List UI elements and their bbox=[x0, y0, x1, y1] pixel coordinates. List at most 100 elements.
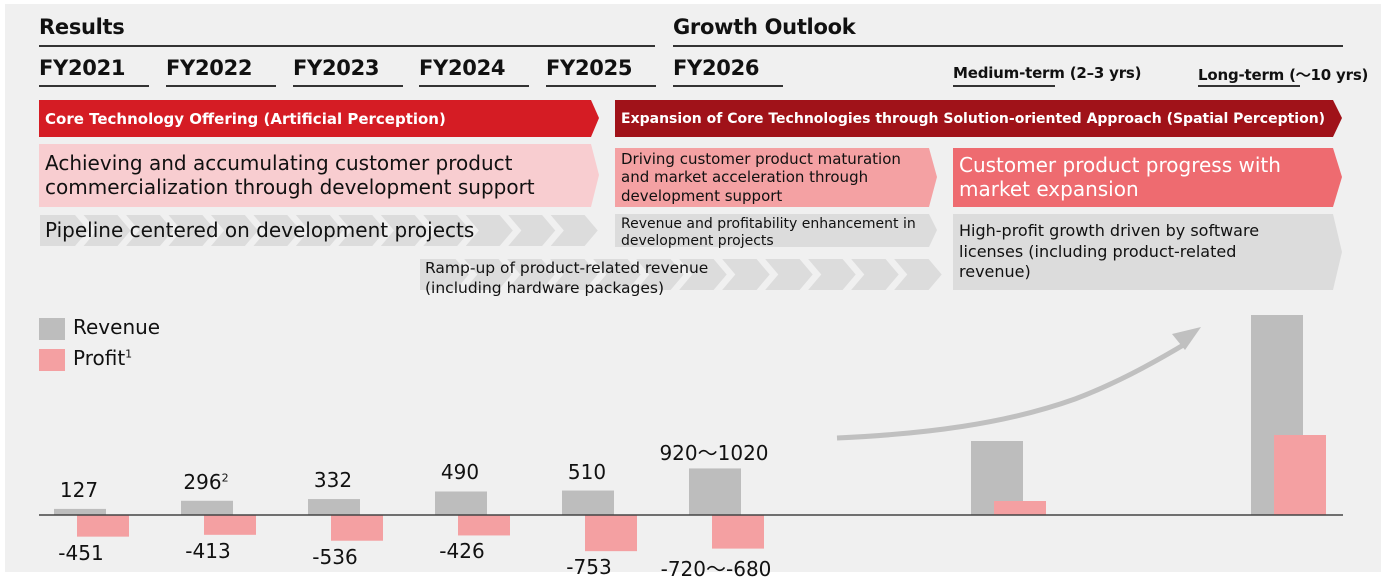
row2-right-shape bbox=[953, 214, 1342, 290]
period-underline bbox=[953, 85, 1055, 87]
revenue-value-label: 127 bbox=[59, 477, 99, 502]
revenue-bar bbox=[181, 500, 233, 515]
chart-bars bbox=[54, 315, 1326, 552]
row1-mid-shape bbox=[615, 148, 937, 207]
chevron-segment bbox=[418, 257, 472, 292]
period-fy2021: FY2021 bbox=[39, 56, 126, 80]
period-fy2025: FY2025 bbox=[546, 56, 633, 80]
legend-revenue-label: Revenue bbox=[73, 315, 161, 339]
legend-profit-footnote: 1 bbox=[125, 347, 133, 361]
row1-mid-text: Driving customer product maturation and … bbox=[621, 150, 901, 205]
results-header: Results bbox=[39, 15, 125, 39]
chevron-segment bbox=[418, 213, 473, 248]
chevron-segment bbox=[674, 257, 730, 292]
period-fy2024: FY2024 bbox=[419, 56, 506, 80]
chevron-segment bbox=[803, 257, 859, 292]
period-underline bbox=[1198, 85, 1300, 87]
revenue-bar bbox=[562, 490, 614, 515]
long-term-profit-bar bbox=[1274, 435, 1326, 515]
row1-right-shape bbox=[953, 148, 1342, 207]
chevron-segment bbox=[164, 213, 219, 248]
chevron-segment bbox=[545, 257, 601, 292]
period-underline bbox=[673, 85, 783, 87]
revenue-bar bbox=[308, 499, 360, 515]
period-underline bbox=[293, 85, 403, 87]
row1-right-text: Customer product progress with market ex… bbox=[959, 153, 1281, 201]
period-fy2022: FY2022 bbox=[166, 56, 253, 80]
chevron-segment bbox=[846, 257, 902, 292]
chevron-segment bbox=[889, 257, 945, 292]
growth-outlook-header: Growth Outlook bbox=[673, 15, 856, 39]
period-long-term: Long-term (～10 yrs) bbox=[1198, 66, 1369, 84]
period-underline bbox=[419, 85, 529, 87]
roadmap-shapes bbox=[38, 100, 1343, 552]
row1-right-box: Customer product progress with market ex… bbox=[953, 148, 1333, 207]
chevron-segment bbox=[502, 257, 558, 292]
row2-mid-text: Revenue and profitability enhancement in… bbox=[621, 216, 916, 250]
chevron-segment bbox=[631, 257, 687, 292]
profit-bar bbox=[585, 515, 637, 552]
chevron-segment bbox=[459, 257, 515, 292]
revenue-value-label: 510 bbox=[567, 459, 607, 484]
revenue-value-label: 2962 bbox=[183, 469, 229, 494]
results-underline bbox=[39, 45, 655, 47]
chevron-segment bbox=[121, 213, 176, 248]
row1-mid-box: Driving customer product maturation and … bbox=[615, 148, 929, 207]
profit-value-label: -413 bbox=[185, 538, 231, 563]
row3-box: Ramp-up of product-related revenue (incl… bbox=[419, 258, 759, 304]
chevron-segment bbox=[588, 257, 644, 292]
expansion-banner: Expansion of Core Technologies through S… bbox=[615, 100, 1333, 137]
row2-right-text: High-profit growth driven by software li… bbox=[959, 220, 1260, 282]
expansion-banner-shape bbox=[615, 100, 1342, 137]
row1-left-box: Achieving and accumulating customer prod… bbox=[39, 144, 591, 207]
row2-right-box: High-profit growth driven by software li… bbox=[953, 214, 1333, 290]
period-underline bbox=[166, 85, 276, 87]
revenue-value-label: 490 bbox=[440, 460, 480, 485]
row1-left-text: Achieving and accumulating customer prod… bbox=[45, 151, 535, 199]
medium-term-profit-bar bbox=[994, 501, 1046, 515]
revenue-bar bbox=[689, 468, 741, 515]
profit-value-label: -451 bbox=[58, 540, 104, 565]
revenue-value-label: 332 bbox=[313, 468, 353, 493]
period-fy2026: FY2026 bbox=[673, 56, 760, 80]
chevron-segment bbox=[249, 213, 304, 248]
profit-bar bbox=[77, 515, 129, 537]
row3-chevrons bbox=[418, 257, 945, 292]
profit-value-label: -536 bbox=[312, 544, 358, 569]
trend-arrow-line bbox=[836, 341, 1187, 441]
chevron-segment bbox=[79, 213, 134, 248]
expansion-banner-label: Expansion of Core Technologies through S… bbox=[621, 110, 1326, 127]
chevron-segment bbox=[546, 213, 601, 248]
profit-bar bbox=[331, 515, 383, 541]
core-banner-label: Core Technology Offering (Artificial Per… bbox=[45, 109, 446, 128]
revenue-bar bbox=[435, 491, 487, 515]
core-banner: Core Technology Offering (Artificial Per… bbox=[39, 100, 591, 137]
chevron-segment bbox=[206, 213, 261, 248]
chevron-segment bbox=[376, 213, 431, 248]
profit-value-label: -720～-680 bbox=[660, 556, 772, 581]
footnote-marker: 2 bbox=[221, 471, 229, 485]
profit-bar bbox=[204, 515, 256, 535]
chevron-segment bbox=[717, 257, 773, 292]
profit-bar bbox=[458, 515, 510, 536]
row2-left-box: Pipeline centered on development project… bbox=[39, 214, 591, 247]
chevron-segment bbox=[503, 213, 558, 248]
row1-left-shape bbox=[39, 144, 599, 207]
legend-profit-text: Profit bbox=[73, 346, 126, 370]
legend-profit-swatch bbox=[39, 349, 65, 371]
trend-arrow-head bbox=[1172, 327, 1201, 350]
row2-left-text: Pipeline centered on development project… bbox=[45, 217, 475, 242]
profit-value-label: -753 bbox=[566, 555, 612, 580]
chevron-segment bbox=[38, 213, 91, 248]
row2-mid-box: Revenue and profitability enhancement in… bbox=[615, 216, 929, 256]
row3-text: Ramp-up of product-related revenue (incl… bbox=[425, 259, 709, 298]
chevron-segment bbox=[334, 213, 389, 248]
legend-revenue-swatch bbox=[39, 318, 65, 340]
revenue-bar bbox=[54, 508, 106, 515]
chevron-segment bbox=[291, 213, 346, 248]
profit-bar bbox=[712, 515, 764, 549]
revenue-value-label: 920～1020 bbox=[659, 441, 769, 466]
growth-outlook-underline bbox=[673, 45, 1343, 47]
profit-value-label: -426 bbox=[439, 539, 485, 564]
row2-chevrons bbox=[38, 213, 601, 248]
